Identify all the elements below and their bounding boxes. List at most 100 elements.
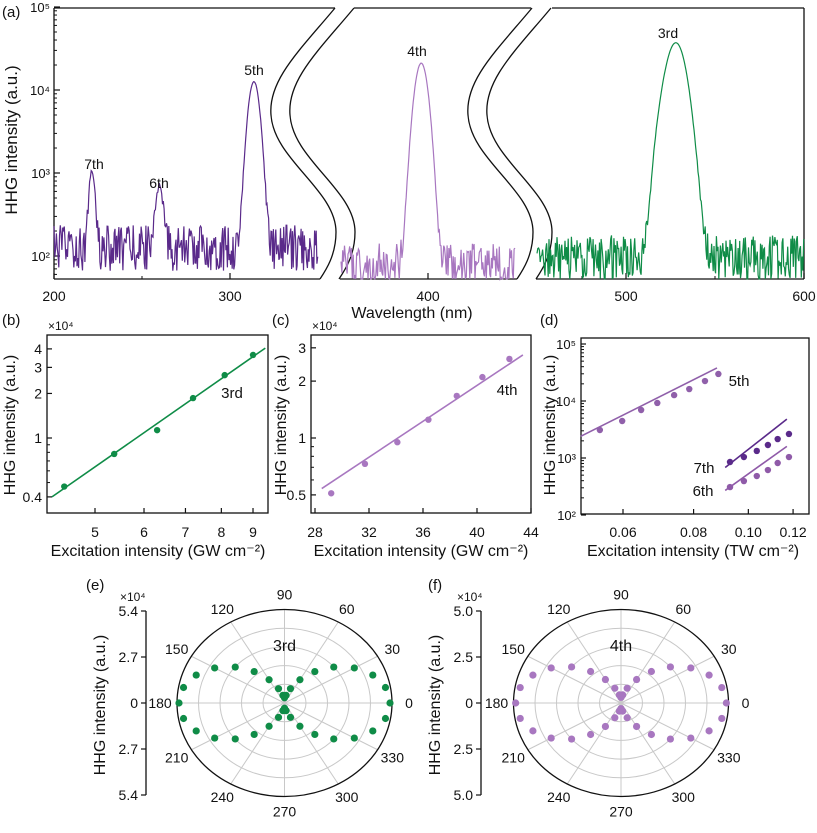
angle-label: 60 <box>339 601 355 617</box>
data-point-4th <box>453 392 460 400</box>
polar-data-point <box>296 722 304 730</box>
polar-data-point <box>286 713 295 721</box>
series-label-5th: 5th <box>729 373 750 390</box>
polar-data-point <box>286 685 295 693</box>
polar-data-point <box>381 683 390 692</box>
polar-grid-spoke <box>527 702 622 751</box>
polar-data-point <box>330 735 338 743</box>
x-tick-label: 36 <box>415 524 431 540</box>
spectrum-line <box>53 81 319 271</box>
angle-label: 150 <box>502 641 526 657</box>
angle-label: 120 <box>547 601 571 617</box>
y-axis-label: HHG intensity (a.u.) <box>542 355 559 495</box>
y-tick-label: 3 <box>34 359 42 375</box>
polar-data-point <box>369 727 377 735</box>
polar-data-point <box>179 714 188 723</box>
polar-data-point <box>623 684 631 692</box>
polar-data-point <box>632 722 641 731</box>
y-axis-label: HHG intensity (a.u.) <box>273 355 290 495</box>
x-tick-label: 44 <box>523 524 539 540</box>
fit-line-3rd <box>51 347 266 498</box>
angle-label: 300 <box>672 789 696 805</box>
panel-e: (e) ×10⁴ HHG intensity (a.u.) 5.4 2.7 0 2.7 5.4… <box>86 577 413 820</box>
angle-label: 0 <box>405 695 413 711</box>
angle-label: 210 <box>165 749 189 765</box>
angle-label: 180 <box>485 695 509 711</box>
spectrum-line <box>340 62 516 282</box>
fit-line-7th <box>724 418 788 469</box>
series-label-3rd: 3rd <box>273 638 296 655</box>
polar-data-point <box>611 714 619 722</box>
polar-data-point <box>231 735 239 743</box>
polar-data-point <box>211 664 219 672</box>
panel-a: (a) 200 300 400 500 600 10² 10³ 10⁴ 10⁵ Wavelength… <box>2 0 816 322</box>
data-point-3rd <box>61 483 68 490</box>
x-tick-label: 0.12 <box>779 524 806 540</box>
polar-data-point <box>175 699 183 707</box>
data-point-4th <box>328 490 335 497</box>
peak-label-3rd: 3rd <box>658 25 678 41</box>
panel-label: (c) <box>272 312 290 329</box>
data-point-3rd <box>189 394 197 402</box>
polar-grid-spoke <box>284 655 378 704</box>
y-tick-label: 10⁴ <box>556 394 576 409</box>
polar-data-point <box>512 699 520 707</box>
polar-data-point <box>586 730 595 739</box>
peak-label-4th: 4th <box>407 43 426 59</box>
polar-data-point <box>279 691 287 699</box>
polar-data-point <box>666 735 675 743</box>
scale-label: 0 <box>465 695 473 711</box>
series-label-3rd: 3rd <box>221 385 243 402</box>
data-point-7th <box>740 453 748 461</box>
r-multiplier: ×10⁴ <box>457 590 483 604</box>
data-point-7th <box>764 441 772 449</box>
panel-label: (b) <box>2 312 20 329</box>
polar-data-point <box>211 734 219 742</box>
x-tick-label: 300 <box>218 288 242 304</box>
polar-data-point <box>386 699 394 707</box>
data-point-6th <box>726 483 734 491</box>
x-tick-label: 32 <box>361 524 377 540</box>
x-tick-label: 0.08 <box>680 524 707 540</box>
series-label-4th: 4th <box>610 638 632 655</box>
x-tick-label: 9 <box>249 524 257 540</box>
polar-data-point <box>632 675 641 684</box>
data-point-5th <box>637 406 645 414</box>
r-axis-label: HHG intensity (a.u.) <box>92 635 109 775</box>
angle-label: 90 <box>277 587 293 603</box>
x-tick-label: 8 <box>217 524 225 540</box>
data-point-3rd <box>249 351 257 359</box>
plot-frame <box>46 334 269 514</box>
polar-data-point <box>687 734 695 742</box>
y-tick-label: 2 <box>298 373 306 389</box>
scale-label: 5.0 <box>454 603 474 619</box>
x-axis-label: Excitation intensity (GW cm⁻²) <box>51 543 266 560</box>
polar-data-point <box>615 691 623 699</box>
polar-data-point <box>547 734 555 742</box>
fit-line-6th <box>724 445 788 492</box>
polar-data-point <box>231 663 239 671</box>
x-tick-label: 7 <box>182 524 190 540</box>
polar-data-point <box>381 714 390 723</box>
axis-break-mark <box>270 7 337 280</box>
polar-data-point <box>611 684 619 692</box>
x-tick-label: 5 <box>91 524 99 540</box>
panel-c: (c) ×10⁴ 28 32 36 40 44 0.5 1 2 3 Excitation intens… <box>272 312 539 560</box>
scale-label: 5.4 <box>119 787 139 803</box>
peak-label-7th: 7th <box>84 156 103 172</box>
angle-label: 330 <box>717 749 741 765</box>
y-tick-label: 10³ <box>31 166 50 181</box>
y-tick-label: 10⁵ <box>556 337 576 352</box>
scale-label: 5.4 <box>119 603 139 619</box>
axis-break-mark <box>486 7 553 280</box>
angle-label: 330 <box>381 749 405 765</box>
series-label-7th: 7th <box>694 460 715 477</box>
polar-data-point <box>516 683 524 692</box>
x-tick-label: 40 <box>469 524 485 540</box>
scale-label: 2.5 <box>454 649 474 665</box>
polar-data-point <box>350 734 358 742</box>
data-point-5th <box>701 377 709 385</box>
x-axis-label: Wavelength (nm) <box>351 305 472 322</box>
data-point-6th <box>785 453 793 461</box>
polar-grid-spoke <box>620 655 715 704</box>
